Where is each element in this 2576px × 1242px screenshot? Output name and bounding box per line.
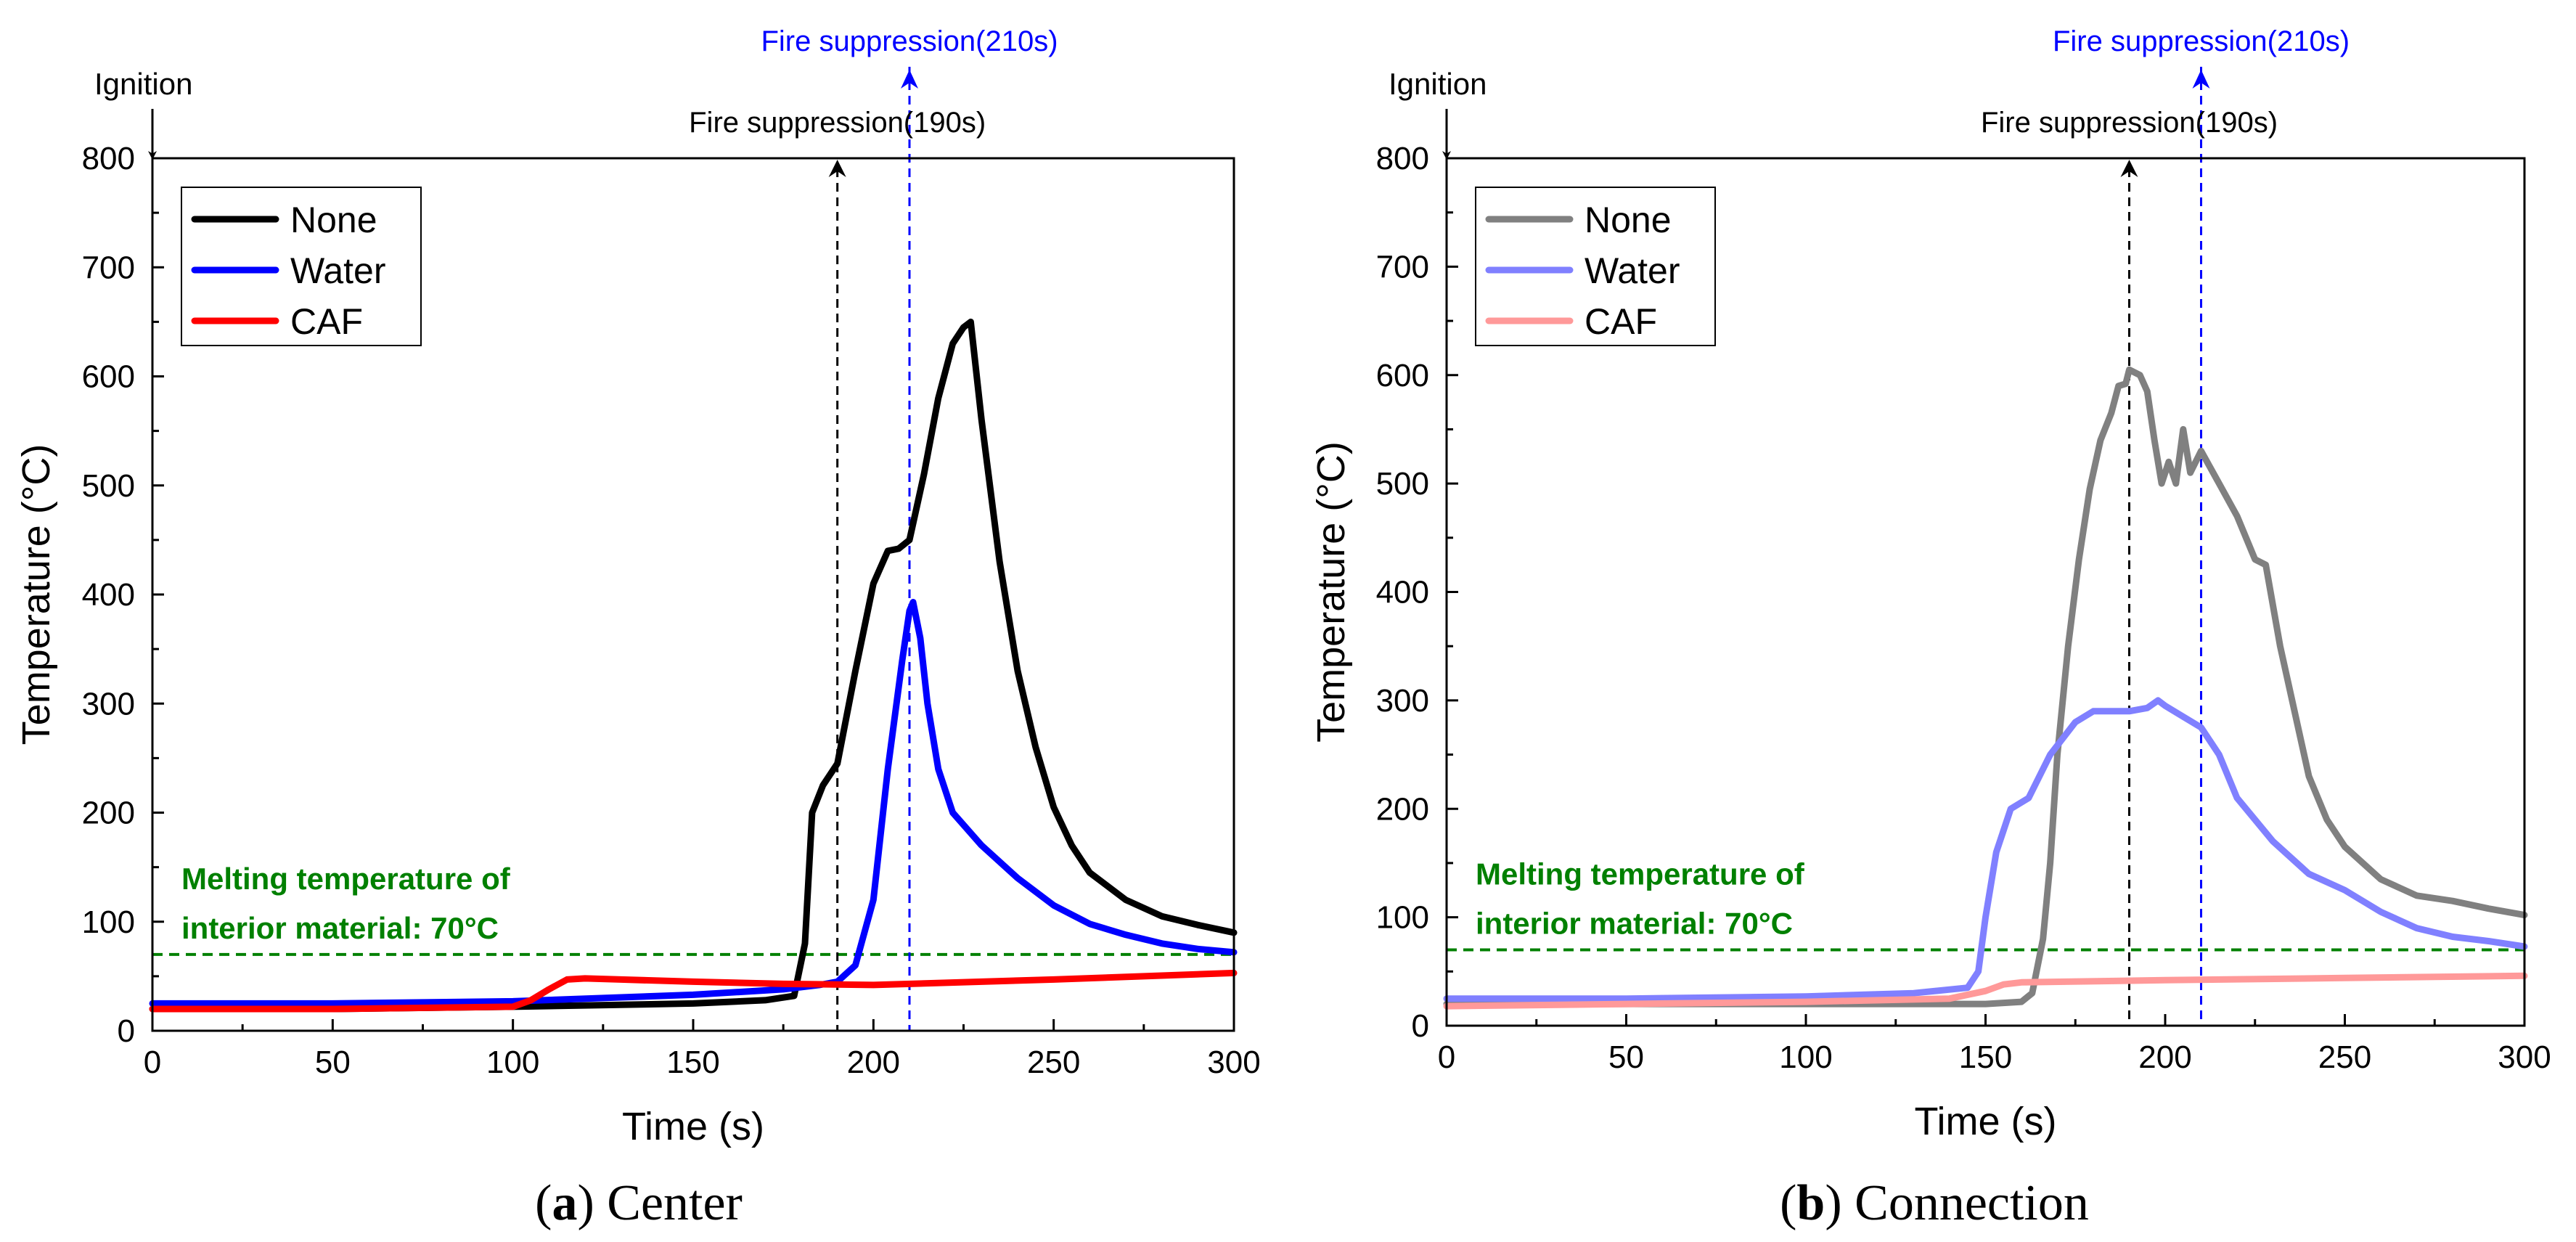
legend: None Water CAF bbox=[181, 187, 422, 346]
series-line-water bbox=[149, 599, 1238, 1007]
caption-name: Connection bbox=[1842, 1175, 2089, 1231]
caption-paren-open: ( bbox=[1780, 1175, 1796, 1231]
y-tick-label: 700 bbox=[1376, 249, 1429, 285]
x-tick-label: 300 bbox=[2498, 1039, 2551, 1075]
ignition-label: Ignition bbox=[1389, 67, 1487, 101]
panel-caption: (b) Connection bbox=[1780, 1175, 2089, 1231]
y-tick-label: 300 bbox=[1376, 683, 1429, 719]
legend-label-caf: CAF bbox=[1585, 301, 1657, 342]
fire-suppression-190-arrow-icon bbox=[828, 160, 846, 177]
x-tick-label: 200 bbox=[2138, 1039, 2191, 1075]
x-tick-label: 0 bbox=[144, 1045, 161, 1080]
y-tick-label: 800 bbox=[82, 141, 135, 176]
fire-suppression-190-label: Fire suppression(190s) bbox=[1981, 107, 2278, 139]
y-tick-label: 700 bbox=[82, 250, 135, 285]
legend: None Water CAF bbox=[1475, 187, 1716, 346]
caption-paren-open: ( bbox=[535, 1175, 552, 1231]
y-tick-label: 600 bbox=[1376, 358, 1429, 393]
x-tick-label: 200 bbox=[847, 1045, 900, 1080]
fire-suppression-210-arrow-icon bbox=[2192, 70, 2210, 89]
x-tick-label: 50 bbox=[1608, 1039, 1644, 1075]
panel-caption: (a) Center bbox=[535, 1175, 743, 1231]
x-tick-label: 100 bbox=[1779, 1039, 1832, 1075]
y-tick-label: 200 bbox=[1376, 791, 1429, 827]
x-tick-label: 300 bbox=[1207, 1045, 1260, 1080]
legend-label-water: Water bbox=[290, 250, 386, 291]
legend-label-none: None bbox=[1585, 200, 1672, 240]
melting-label-line2: interior material: 70°C bbox=[1476, 906, 1793, 940]
fire-suppression-190-label: Fire suppression(190s) bbox=[689, 107, 986, 139]
series-line-water bbox=[1443, 697, 2528, 1002]
legend-label-none: None bbox=[290, 200, 377, 240]
caption-paren-close: ) bbox=[577, 1175, 594, 1231]
y-tick-label: 800 bbox=[1376, 141, 1429, 176]
caption-name: Center bbox=[594, 1175, 743, 1231]
x-axis-label: Time (s) bbox=[1915, 1100, 2057, 1143]
y-tick-label: 500 bbox=[1376, 466, 1429, 502]
y-tick-label: 300 bbox=[82, 686, 135, 722]
y-tick-label: 100 bbox=[1376, 900, 1429, 936]
y-tick-label: 200 bbox=[82, 796, 135, 831]
x-tick-label: 150 bbox=[1959, 1039, 2012, 1075]
y-tick-label: 500 bbox=[82, 468, 135, 504]
ignition-label: Ignition bbox=[94, 67, 192, 101]
caption-letter: b bbox=[1796, 1175, 1825, 1231]
fire-suppression-210-label: Fire suppression(210s) bbox=[2053, 25, 2350, 57]
fire-suppression-190-arrow-icon bbox=[2120, 160, 2138, 177]
chart-panel-b: 0 50 100 150 200 250 300 0 100 200 300 400 500 600 700… bbox=[1309, 25, 2551, 1231]
melting-label-line1: Melting temperature of bbox=[1476, 857, 1805, 891]
y-tick-label: 0 bbox=[1412, 1008, 1429, 1044]
y-tick-label: 600 bbox=[82, 359, 135, 395]
x-tick-label: 150 bbox=[666, 1045, 719, 1080]
y-tick-label: 0 bbox=[118, 1013, 135, 1049]
series-line-none bbox=[149, 318, 1238, 1013]
legend-label-water: Water bbox=[1585, 250, 1680, 291]
x-tick-label: 100 bbox=[486, 1045, 539, 1080]
x-tick-label: 50 bbox=[315, 1045, 351, 1080]
y-axis-label: Temperature (°C) bbox=[1309, 441, 1353, 743]
caption-paren-close: ) bbox=[1825, 1175, 1841, 1231]
melting-label-line2: interior material: 70°C bbox=[181, 911, 499, 945]
fire-suppression-210-label: Fire suppression(210s) bbox=[761, 25, 1058, 57]
series-line-caf bbox=[1443, 972, 2528, 1010]
x-tick-label: 250 bbox=[2318, 1039, 2371, 1075]
melting-label-line1: Melting temperature of bbox=[181, 862, 511, 896]
y-tick-label: 400 bbox=[1376, 575, 1429, 610]
series-line-none bbox=[1443, 366, 2528, 1008]
y-axis-label: Temperature (°C) bbox=[15, 444, 58, 745]
x-axis-label: Time (s) bbox=[622, 1105, 764, 1148]
x-tick-label: 250 bbox=[1027, 1045, 1080, 1080]
fire-suppression-210-arrow-icon bbox=[901, 70, 918, 89]
chart-panel-a: 0 50 100 150 200 250 300 0 100 200 300 400 500 600 700… bbox=[15, 25, 1261, 1231]
legend-label-caf: CAF bbox=[290, 301, 363, 342]
x-tick-label: 0 bbox=[1438, 1039, 1455, 1075]
series-line-caf bbox=[149, 969, 1238, 1013]
y-tick-label: 400 bbox=[82, 577, 135, 613]
caption-letter: a bbox=[552, 1175, 577, 1231]
y-tick-label: 100 bbox=[82, 904, 135, 940]
